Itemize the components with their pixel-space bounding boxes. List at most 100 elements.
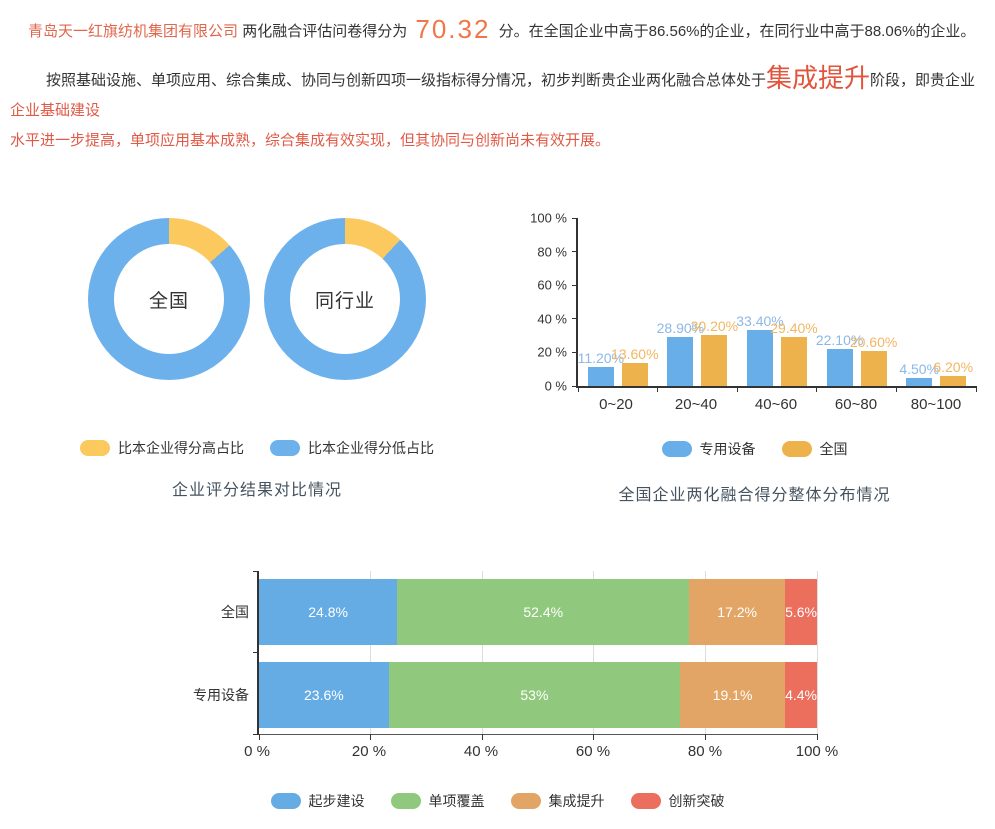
analysis-red-text-1: 企业基础建设 <box>10 102 101 119</box>
intro-section: 青岛天一红旗纺机集团有限公司 两化融合评估问卷得分为 70.32 分。在全国企业… <box>0 0 995 156</box>
legend-swatch <box>390 793 421 809</box>
x-axis-tick <box>593 734 595 740</box>
x-axis-tick <box>816 734 818 740</box>
legend-swatch <box>510 793 541 809</box>
bar-专用设备: 4.50% <box>899 361 939 386</box>
donut-charts: 全国 同行业 <box>0 218 514 380</box>
segment-label: 19.1% <box>712 687 753 703</box>
x-axis-tick <box>577 386 579 392</box>
segment-集成提升: 19.1% <box>680 662 786 728</box>
gridline <box>593 571 595 734</box>
compare-legend: 比本企业得分高占比 比本企业得分低占比 <box>0 438 514 458</box>
bar-group: 28.90% 30.20% <box>657 218 738 386</box>
bar-全国: 6.20% <box>933 359 973 386</box>
x-axis-category: 80~100 <box>910 396 962 413</box>
legend-swatch <box>80 440 110 456</box>
segment-起步建设: 24.8% <box>259 579 398 645</box>
y-axis-tick <box>253 733 259 735</box>
x-axis-category: 0~20 <box>599 396 633 413</box>
bar-专用设备: 33.40% <box>736 313 784 386</box>
bar-chart: 100 % 80 % 60 % 40 % 20 % 0 % 11.20% 13.60% 28.9… <box>530 211 995 413</box>
y-axis-tick <box>572 318 578 320</box>
y-axis-label: 60 % <box>537 277 567 293</box>
analysis-red-text-2: 水平进一步提高，单项应用基本成熟，综合集成有效实现，但其协同与创新尚未有效开展。 <box>10 132 611 149</box>
donut-national: 全国 <box>88 218 250 380</box>
stack-chart-xaxis-labels: 0 % 20 % 40 % 60 % 80 % 100 % <box>244 743 838 763</box>
segment-label: 52.4% <box>523 604 564 620</box>
legend-item[interactable]: 单项覆盖 <box>390 791 485 811</box>
legend-item[interactable]: 专用设备 <box>661 439 756 459</box>
gridline <box>704 571 706 734</box>
segment-label: 53% <box>520 687 549 703</box>
legend-swatch <box>661 441 692 457</box>
bar-value-label: 13.60% <box>611 346 659 363</box>
compare-chart-section: 全国 同行业 比本企业得分高占比 比本企业得分低占比 企业评分结果对比情况 <box>0 218 514 505</box>
segment-创新突破: 5.6% <box>785 579 817 645</box>
segment-集成提升: 17.2% <box>689 579 786 645</box>
stack-chart: 24.8% 52.4% 17.2% 5.6% 全国 23.6% 53% 19.1% 4.4% 专用… <box>193 570 838 763</box>
x-axis-tick <box>736 386 738 392</box>
gridline <box>816 571 818 734</box>
bar-value-label: 6.20% <box>933 358 974 375</box>
legend-label: 起步建设 <box>308 793 365 809</box>
score-value: 70.32 <box>415 14 491 44</box>
stage-highlight: 集成提升 <box>766 63 871 93</box>
analysis-text-1: 按照基础设施、单项应用、综合集成、协同与创新四项一级指标得分情况，初步判断贵企业… <box>46 72 767 89</box>
x-axis-tick <box>258 734 260 740</box>
analysis-paragraph: 按照基础设施、单项应用、综合集成、协同与创新四项一级指标得分情况，初步判断贵企业… <box>10 65 985 156</box>
bar-专用设备: 28.90% <box>657 320 704 386</box>
legend-label: 全国 <box>819 441 848 457</box>
bar-group: 11.20% 13.60% <box>578 218 659 386</box>
legend-swatch <box>270 793 301 809</box>
score-prefix-text: 两化融合评估问卷得分为 <box>242 23 408 40</box>
bar-group: 4.50% 6.20% <box>896 218 976 386</box>
legend-item[interactable]: 集成提升 <box>510 791 605 811</box>
bar-chart-xaxis-labels: 0~20 20~40 40~60 60~80 80~100 <box>576 396 976 413</box>
x-axis-label: 80 % <box>687 743 723 760</box>
stack-chart-plot: 24.8% 52.4% 17.2% 5.6% 全国 23.6% 53% 19.1% 4.4% 专用… <box>193 570 818 740</box>
x-axis-tick <box>975 386 977 392</box>
bar-value-label: 30.20% <box>690 318 739 335</box>
segment-单项覆盖: 52.4% <box>397 579 690 645</box>
segment-创新突破: 4.4% <box>785 662 817 728</box>
compare-chart-title: 企业评分结果对比情况 <box>171 482 342 499</box>
bar-chart-title: 全国企业两化融合得分整体分布情况 <box>618 487 891 504</box>
x-axis-tick <box>370 734 372 740</box>
segment-label: 5.6% <box>785 604 817 620</box>
bar-value-label: 22.10% <box>815 331 864 348</box>
stage-chart-section: 24.8% 52.4% 17.2% 5.6% 全国 23.6% 53% 19.1% 4.4% 专用… <box>0 570 995 829</box>
legend-item[interactable]: 全国 <box>781 439 848 459</box>
bar-value-label: 33.40% <box>736 312 784 329</box>
bar-专用设备: 11.20% <box>578 350 624 386</box>
bar-group: 33.40% 29.40% <box>736 218 818 386</box>
x-axis-label: 100 % <box>795 743 839 760</box>
donut-center-label: 全国 <box>148 290 189 312</box>
legend-item[interactable]: 创新突破 <box>630 791 725 811</box>
bar-value-label: 28.90% <box>656 320 705 337</box>
y-axis-label: 100 % <box>530 210 567 226</box>
donut-center-label: 同行业 <box>314 290 375 312</box>
y-axis-label: 80 % <box>537 244 567 260</box>
bar-全国: 29.40% <box>770 320 818 386</box>
segment-label: 4.4% <box>785 687 817 703</box>
bar-value-label: 4.50% <box>899 361 940 378</box>
x-axis-label: 40 % <box>463 743 499 760</box>
bar-value-label: 11.20% <box>577 350 625 367</box>
y-axis-tick <box>572 217 578 219</box>
legend-label: 单项覆盖 <box>428 793 485 809</box>
score-summary-paragraph: 青岛天一红旗纺机集团有限公司 两化融合评估问卷得分为 70.32 分。在全国企业… <box>10 16 985 45</box>
score-suffix-text: 分。在全国企业中高于86.56%的企业，在同行业中高于88.06%的企业。 <box>498 23 976 40</box>
bar-全国: 30.20% <box>691 318 738 386</box>
x-axis-tick <box>657 386 659 392</box>
distribution-chart-section: 100 % 80 % 60 % 40 % 20 % 0 % 11.20% 13.60% 28.9… <box>514 211 995 505</box>
legend-swatch <box>781 441 812 457</box>
x-axis-label: 60 % <box>575 743 611 760</box>
upper-charts-row: 全国 同行业 比本企业得分高占比 比本企业得分低占比 企业评分结果对比情况 100 … <box>0 211 995 505</box>
gridline <box>370 571 372 734</box>
legend-item[interactable]: 起步建设 <box>270 791 365 811</box>
segment-label: 24.8% <box>308 604 348 620</box>
stack-row: 24.8% 52.4% 17.2% 5.6% 全国 <box>221 579 817 645</box>
legend-item[interactable]: 比本企业得分高占比 <box>80 438 244 458</box>
legend-item[interactable]: 比本企业得分低占比 <box>270 438 434 458</box>
segment-label: 17.2% <box>717 604 757 620</box>
